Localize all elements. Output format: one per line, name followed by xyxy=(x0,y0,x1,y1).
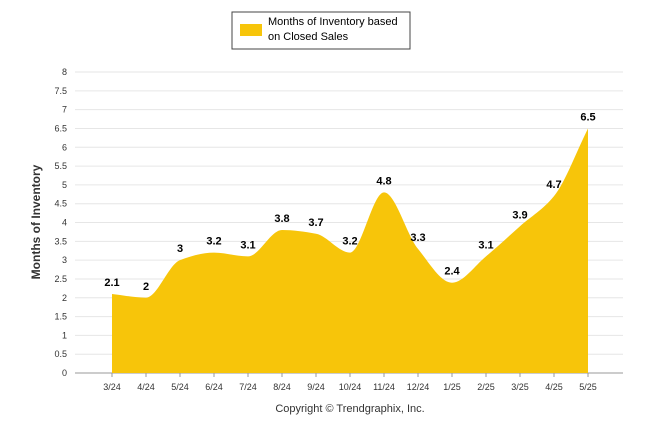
data-label: 2.1 xyxy=(104,277,119,289)
y-tick-label: 3.5 xyxy=(54,236,67,246)
data-labels: 2.1 2 3 3.2 3.1 3.8 3.7 3.2 4.8 3.3 2.4 3.1 3.9 4.7 6.… xyxy=(104,111,595,292)
y-axis-ticks: 0 0.5 1 1.5 2 2.5 3 3.5 4 4.5 5 5.5 6 6.5 7 7.5 8 xyxy=(54,67,67,378)
y-tick-label: 7 xyxy=(62,105,67,115)
x-tick-label: 10/24 xyxy=(339,382,362,392)
x-tick-label: 2/25 xyxy=(477,382,495,392)
x-tick-label: 5/24 xyxy=(171,382,189,392)
y-tick-label: 7.5 xyxy=(54,86,67,96)
legend-swatch xyxy=(240,24,262,36)
legend: Months of Inventory based on Closed Sale… xyxy=(231,11,411,50)
x-tick-label: 12/24 xyxy=(407,382,430,392)
y-tick-label: 0 xyxy=(62,368,67,378)
x-axis-ticks: 3/24 4/24 5/24 6/24 7/24 8/24 9/24 10/24 11/24 12… xyxy=(103,373,597,392)
y-tick-label: 1.5 xyxy=(54,312,67,322)
y-tick-label: 2.5 xyxy=(54,274,67,284)
y-tick-label: 4 xyxy=(62,218,67,228)
y-tick-label: 1 xyxy=(62,330,67,340)
data-label: 3.7 xyxy=(308,217,323,229)
y-tick-label: 6.5 xyxy=(54,123,67,133)
x-tick-label: 11/24 xyxy=(373,382,395,392)
y-tick-label: 2 xyxy=(62,293,67,303)
data-label: 3 xyxy=(177,243,183,255)
data-label: 3.2 xyxy=(206,236,221,248)
data-label: 4.7 xyxy=(546,179,561,191)
x-tick-label: 1/25 xyxy=(443,382,461,392)
x-tick-label: 7/24 xyxy=(239,382,257,392)
y-tick-label: 3 xyxy=(62,255,67,265)
data-label: 3.1 xyxy=(240,239,255,251)
data-label: 6.5 xyxy=(580,111,595,123)
x-tick-label: 6/24 xyxy=(205,382,223,392)
data-label: 3.3 xyxy=(410,232,425,244)
y-tick-label: 5.5 xyxy=(54,161,67,171)
x-tick-label: 9/24 xyxy=(307,382,325,392)
series-area xyxy=(112,128,588,373)
x-tick-label: 3/24 xyxy=(103,382,121,392)
x-tick-label: 8/24 xyxy=(273,382,291,392)
y-tick-label: 0.5 xyxy=(54,349,67,359)
legend-label-line-1: Months of Inventory based xyxy=(268,16,398,28)
data-label: 2.4 xyxy=(444,266,460,278)
x-tick-label: 4/25 xyxy=(545,382,563,392)
y-tick-label: 6 xyxy=(62,142,67,152)
y-axis-title: Months of Inventory xyxy=(29,164,43,279)
data-label: 2 xyxy=(143,281,149,293)
data-label: 3.8 xyxy=(274,213,289,225)
data-label: 3.2 xyxy=(342,236,357,248)
y-tick-label: 5 xyxy=(62,180,67,190)
x-tick-label: 4/24 xyxy=(137,382,155,392)
y-tick-label: 8 xyxy=(62,67,67,77)
data-label: 3.9 xyxy=(512,209,527,221)
series-area-path xyxy=(112,128,588,373)
x-tick-label: 3/25 xyxy=(511,382,529,392)
x-tick-label: 5/25 xyxy=(579,382,597,392)
y-tick-label: 4.5 xyxy=(54,199,67,209)
legend-label-line-2: on Closed Sales xyxy=(268,31,349,43)
data-label: 4.8 xyxy=(376,175,391,187)
data-label: 3.1 xyxy=(478,239,493,251)
copyright-text: Copyright © Trendgraphix, Inc. xyxy=(275,403,424,415)
